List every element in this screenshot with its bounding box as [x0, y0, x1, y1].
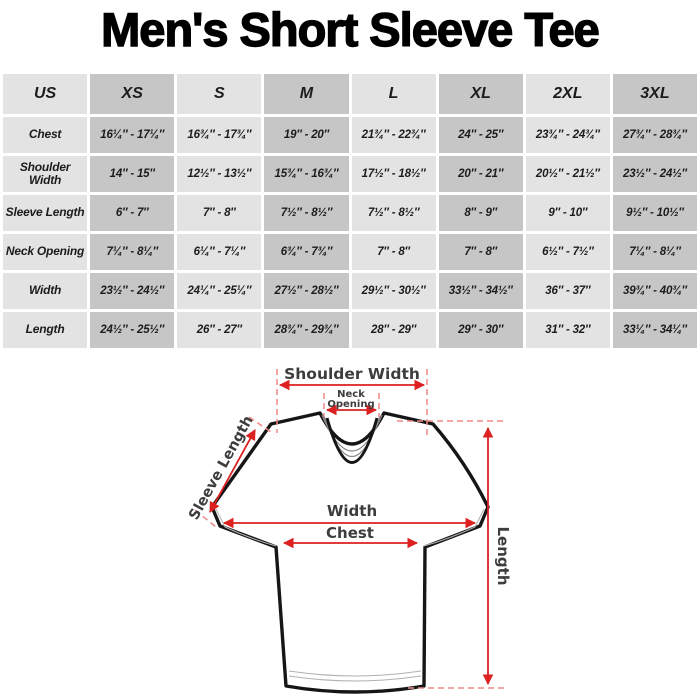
column-header-us: US [3, 74, 88, 114]
row-label: Shoulder Width [3, 156, 88, 192]
row-label: Width [3, 273, 88, 309]
column-header-l: L [351, 74, 436, 114]
guide-sleeve-top [248, 416, 275, 435]
table-row-neck-opening: Neck Opening 7¼″ - 8¼″ 6¼″ - 7¼″ 6¾″ - 7… [3, 234, 697, 270]
size-cell: 26″ - 27″ [177, 312, 262, 348]
size-cell: 23½″ - 24½″ [612, 156, 697, 192]
column-header-s: S [177, 74, 262, 114]
page-title: Men's Short Sleeve Tee [100, 2, 600, 56]
size-cell: 7¼″ - 8¼″ [90, 234, 175, 270]
size-table: US XS S M L XL 2XL 3XL Chest 16¼″ - 17¼″… [0, 71, 700, 351]
size-cell: 15¾″ - 16¾″ [264, 156, 349, 192]
size-cell: 12½″ - 13½″ [177, 156, 262, 192]
size-cell: 23¾″ - 24¾″ [525, 117, 610, 153]
size-cell: 6¼″ - 7¼″ [177, 234, 262, 270]
size-cell: 6¾″ - 7¾″ [264, 234, 349, 270]
table-row-length: Length 24½″ - 25½″ 26″ - 27″ 28¾″ - 29¾″… [3, 312, 697, 348]
size-cell: 9½″ - 10½″ [612, 195, 697, 231]
measurement-guides [194, 369, 504, 689]
size-cell: 39¾″ - 40¾″ [612, 273, 697, 309]
size-cell: 9″ - 10″ [525, 195, 610, 231]
size-cell: 17½″ - 18½″ [351, 156, 436, 192]
size-cell: 24¼″ - 25¼″ [177, 273, 262, 309]
sleeve-length-arrow [209, 429, 256, 513]
row-label: Length [3, 312, 88, 348]
size-cell: 7″ - 8″ [438, 234, 523, 270]
column-header-xl: XL [438, 74, 523, 114]
size-cell: 21¾″ - 22¾″ [351, 117, 436, 153]
size-cell: 7¼″ - 8¼″ [612, 234, 697, 270]
size-cell: 7½″ - 8½″ [351, 195, 436, 231]
size-cell: 33¼″ - 34¼″ [612, 312, 697, 348]
measurement-diagram: Shoulder Width Neck Opening Sleeve Lengt… [186, 365, 512, 694]
neck-opening-label-line2: Opening [327, 399, 374, 410]
size-cell: 27¾″ - 28¾″ [612, 117, 697, 153]
size-cell: 20″ - 21″ [438, 156, 523, 192]
size-cell: 7½″ - 8½″ [264, 195, 349, 231]
size-cell: 29½″ - 30½″ [351, 273, 436, 309]
chest-label: Chest [326, 524, 374, 542]
table-row-width: Width 23½″ - 24½″ 24¼″ - 25¼″ 27½″ - 28½… [3, 273, 697, 309]
size-cell: 16¼″ - 17¼″ [90, 117, 175, 153]
size-cell: 20½″ - 21½″ [525, 156, 610, 192]
column-header-xs: XS [90, 74, 175, 114]
tshirt-illustration [210, 411, 490, 694]
size-table-header: US XS S M L XL 2XL 3XL [3, 74, 697, 114]
column-header-m: M [264, 74, 349, 114]
table-row-sleeve-length: Sleeve Length 6″ - 7″ 7″ - 8″ 7½″ - 8½″ … [3, 195, 697, 231]
size-cell: 16¾″ - 17¾″ [177, 117, 262, 153]
width-label: Width [327, 502, 377, 520]
size-cell: 27½″ - 28½″ [264, 273, 349, 309]
collar-bottom-edge [325, 417, 379, 464]
header-row: US XS S M L XL 2XL 3XL [3, 74, 697, 114]
size-cell: 7″ - 8″ [351, 234, 436, 270]
column-header-2xl: 2XL [525, 74, 610, 114]
size-cell: 6″ - 7″ [90, 195, 175, 231]
size-cell: 33½″ - 34½″ [438, 273, 523, 309]
neck-opening-label-line1: Neck [337, 389, 365, 400]
row-label: Chest [3, 117, 88, 153]
size-cell: 7″ - 8″ [177, 195, 262, 231]
guide-sleeve-bottom [194, 509, 217, 528]
size-cell: 6½″ - 7½″ [525, 234, 610, 270]
size-cell: 14″ - 15″ [90, 156, 175, 192]
size-cell: 29″ - 30″ [438, 312, 523, 348]
table-row-shoulder-width: Shoulder Width 14″ - 15″ 12½″ - 13½″ 15¾… [3, 156, 697, 192]
column-header-3xl: 3XL [612, 74, 697, 114]
measurement-arrows [209, 379, 494, 686]
row-label: Sleeve Length [3, 195, 88, 231]
size-cell: 31″ - 32″ [525, 312, 610, 348]
size-cell: 28¾″ - 29¾″ [264, 312, 349, 348]
size-cell: 28″ - 29″ [351, 312, 436, 348]
tshirt-outline [210, 411, 490, 694]
size-cell: 19″ - 20″ [264, 117, 349, 153]
table-row-chest: Chest 16¼″ - 17¼″ 16¾″ - 17¾″ 19″ - 20″ … [3, 117, 697, 153]
size-cell: 24½″ - 25½″ [90, 312, 175, 348]
row-label: Neck Opening [3, 234, 88, 270]
size-cell: 24″ - 25″ [438, 117, 523, 153]
size-cell: 8″ - 9″ [438, 195, 523, 231]
length-label: Length [494, 527, 512, 586]
size-cell: 36″ - 37″ [525, 273, 610, 309]
sleeve-stitching-right [423, 508, 485, 547]
shoulder-width-label: Shoulder Width [284, 365, 420, 383]
hem-stitching [288, 670, 422, 682]
size-cell: 23½″ - 24½″ [90, 273, 175, 309]
size-table-body: Chest 16¼″ - 17¼″ 16¾″ - 17¾″ 19″ - 20″ … [3, 117, 697, 348]
